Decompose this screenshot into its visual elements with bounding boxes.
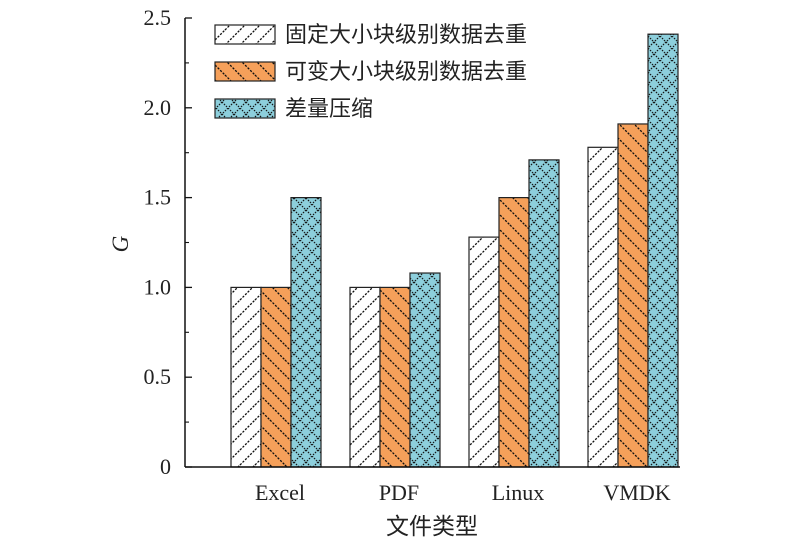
legend-swatch-2 [214,61,276,82]
y-tick-label: 2.0 [144,95,172,120]
y-axis-title: G [108,235,133,252]
legend-label-3: 差量压缩 [285,96,373,121]
y-ticks: 0 0.5 1.0 1.5 2.0 2.5 [144,5,192,479]
bar-linux-series-2 [498,197,530,468]
y-tick-label: 0 [160,454,171,479]
bar-linux-series-3 [528,159,560,468]
bar-linux-series-1 [468,236,500,468]
legend-label-1: 固定大小块级别数据去重 [285,22,527,47]
x-category-label: VMDK [603,480,670,505]
legend-label-2: 可变大小块级别数据去重 [285,59,527,84]
bar-vmdk-series-3 [647,33,679,468]
y-tick-label: 1.5 [144,185,172,210]
x-category-label: PDF [379,480,419,505]
y-tick-label: 2.5 [144,5,172,30]
x-category-label: Excel [255,480,305,505]
x-category-labels: Excel PDF Linux VMDK [255,480,671,505]
bar-vmdk-series-1 [587,146,619,468]
x-axis-title: 文件类型 [386,514,478,539]
bar-pdf-series-1 [349,286,381,468]
bar-excel-series-1 [230,286,262,468]
bar-excel-series-3 [290,197,322,468]
y-tick-label: 1.0 [144,274,172,299]
bar-pdf-series-2 [379,286,411,468]
y-tick-label: 0.5 [144,364,172,389]
legend-swatch-3 [214,98,276,119]
bar-vmdk-series-2 [617,123,649,468]
bar-excel-series-2 [260,286,292,468]
bar-pdf-series-3 [409,272,441,468]
legend-swatch-1 [214,24,276,45]
bars-layer [230,33,679,468]
x-category-label: Linux [492,480,545,505]
